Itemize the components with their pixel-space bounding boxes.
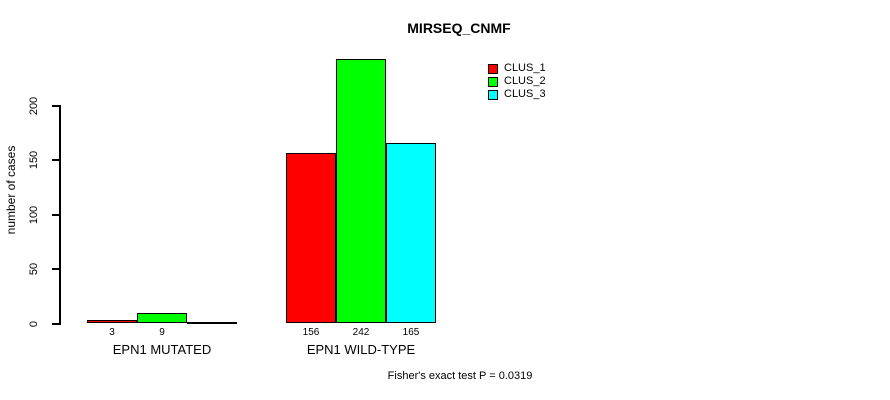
legend-swatch-icon xyxy=(488,89,498,100)
bar-value-label: 3 xyxy=(109,327,115,338)
bar-value-label: 156 xyxy=(302,327,320,338)
y-tick-mark xyxy=(52,159,59,161)
legend-swatch-icon xyxy=(488,63,498,74)
y-axis-line xyxy=(59,105,61,325)
legend-label: CLUS_3 xyxy=(504,88,546,100)
bar-clus_2 xyxy=(137,313,187,323)
legend-item-clus_2: CLUS_2 xyxy=(488,75,546,88)
y-tick-mark xyxy=(52,105,59,107)
group-label: EPN1 MUTATED xyxy=(112,342,212,357)
y-tick-label: 100 xyxy=(28,205,40,225)
bar-clus_3 xyxy=(386,143,436,323)
legend-item-clus_1: CLUS_1 xyxy=(488,62,546,75)
bar-clus_1 xyxy=(87,320,137,323)
pvalue-annotation: Fisher's exact test P = 0.0319 xyxy=(387,370,533,382)
y-tick-label: 0 xyxy=(28,320,40,328)
bar-value-label: 9 xyxy=(159,327,165,338)
legend-item-clus_3: CLUS_3 xyxy=(488,88,546,101)
legend-swatch-icon xyxy=(488,76,498,87)
y-axis-label: number of cases xyxy=(4,145,18,235)
chart-title: MIRSEQ_CNMF xyxy=(407,20,511,36)
y-tick-label: 150 xyxy=(28,150,40,170)
bar-value-label: 165 xyxy=(402,327,420,338)
legend-label: CLUS_1 xyxy=(504,62,546,74)
y-tick-label: 200 xyxy=(28,96,40,116)
y-tick-label: 50 xyxy=(28,262,40,276)
group-label: EPN1 WILD-TYPE xyxy=(306,342,416,357)
y-tick-mark xyxy=(52,214,59,216)
legend: CLUS_1 CLUS_2 CLUS_3 xyxy=(488,62,546,101)
bar-clus_2 xyxy=(336,59,386,323)
bar-clus_3-zero xyxy=(187,322,237,324)
bar-clus_1 xyxy=(286,153,336,323)
legend-label: CLUS_2 xyxy=(504,75,546,87)
bar-value-label: 242 xyxy=(352,327,370,338)
y-tick-mark xyxy=(52,323,59,325)
y-tick-mark xyxy=(52,268,59,270)
